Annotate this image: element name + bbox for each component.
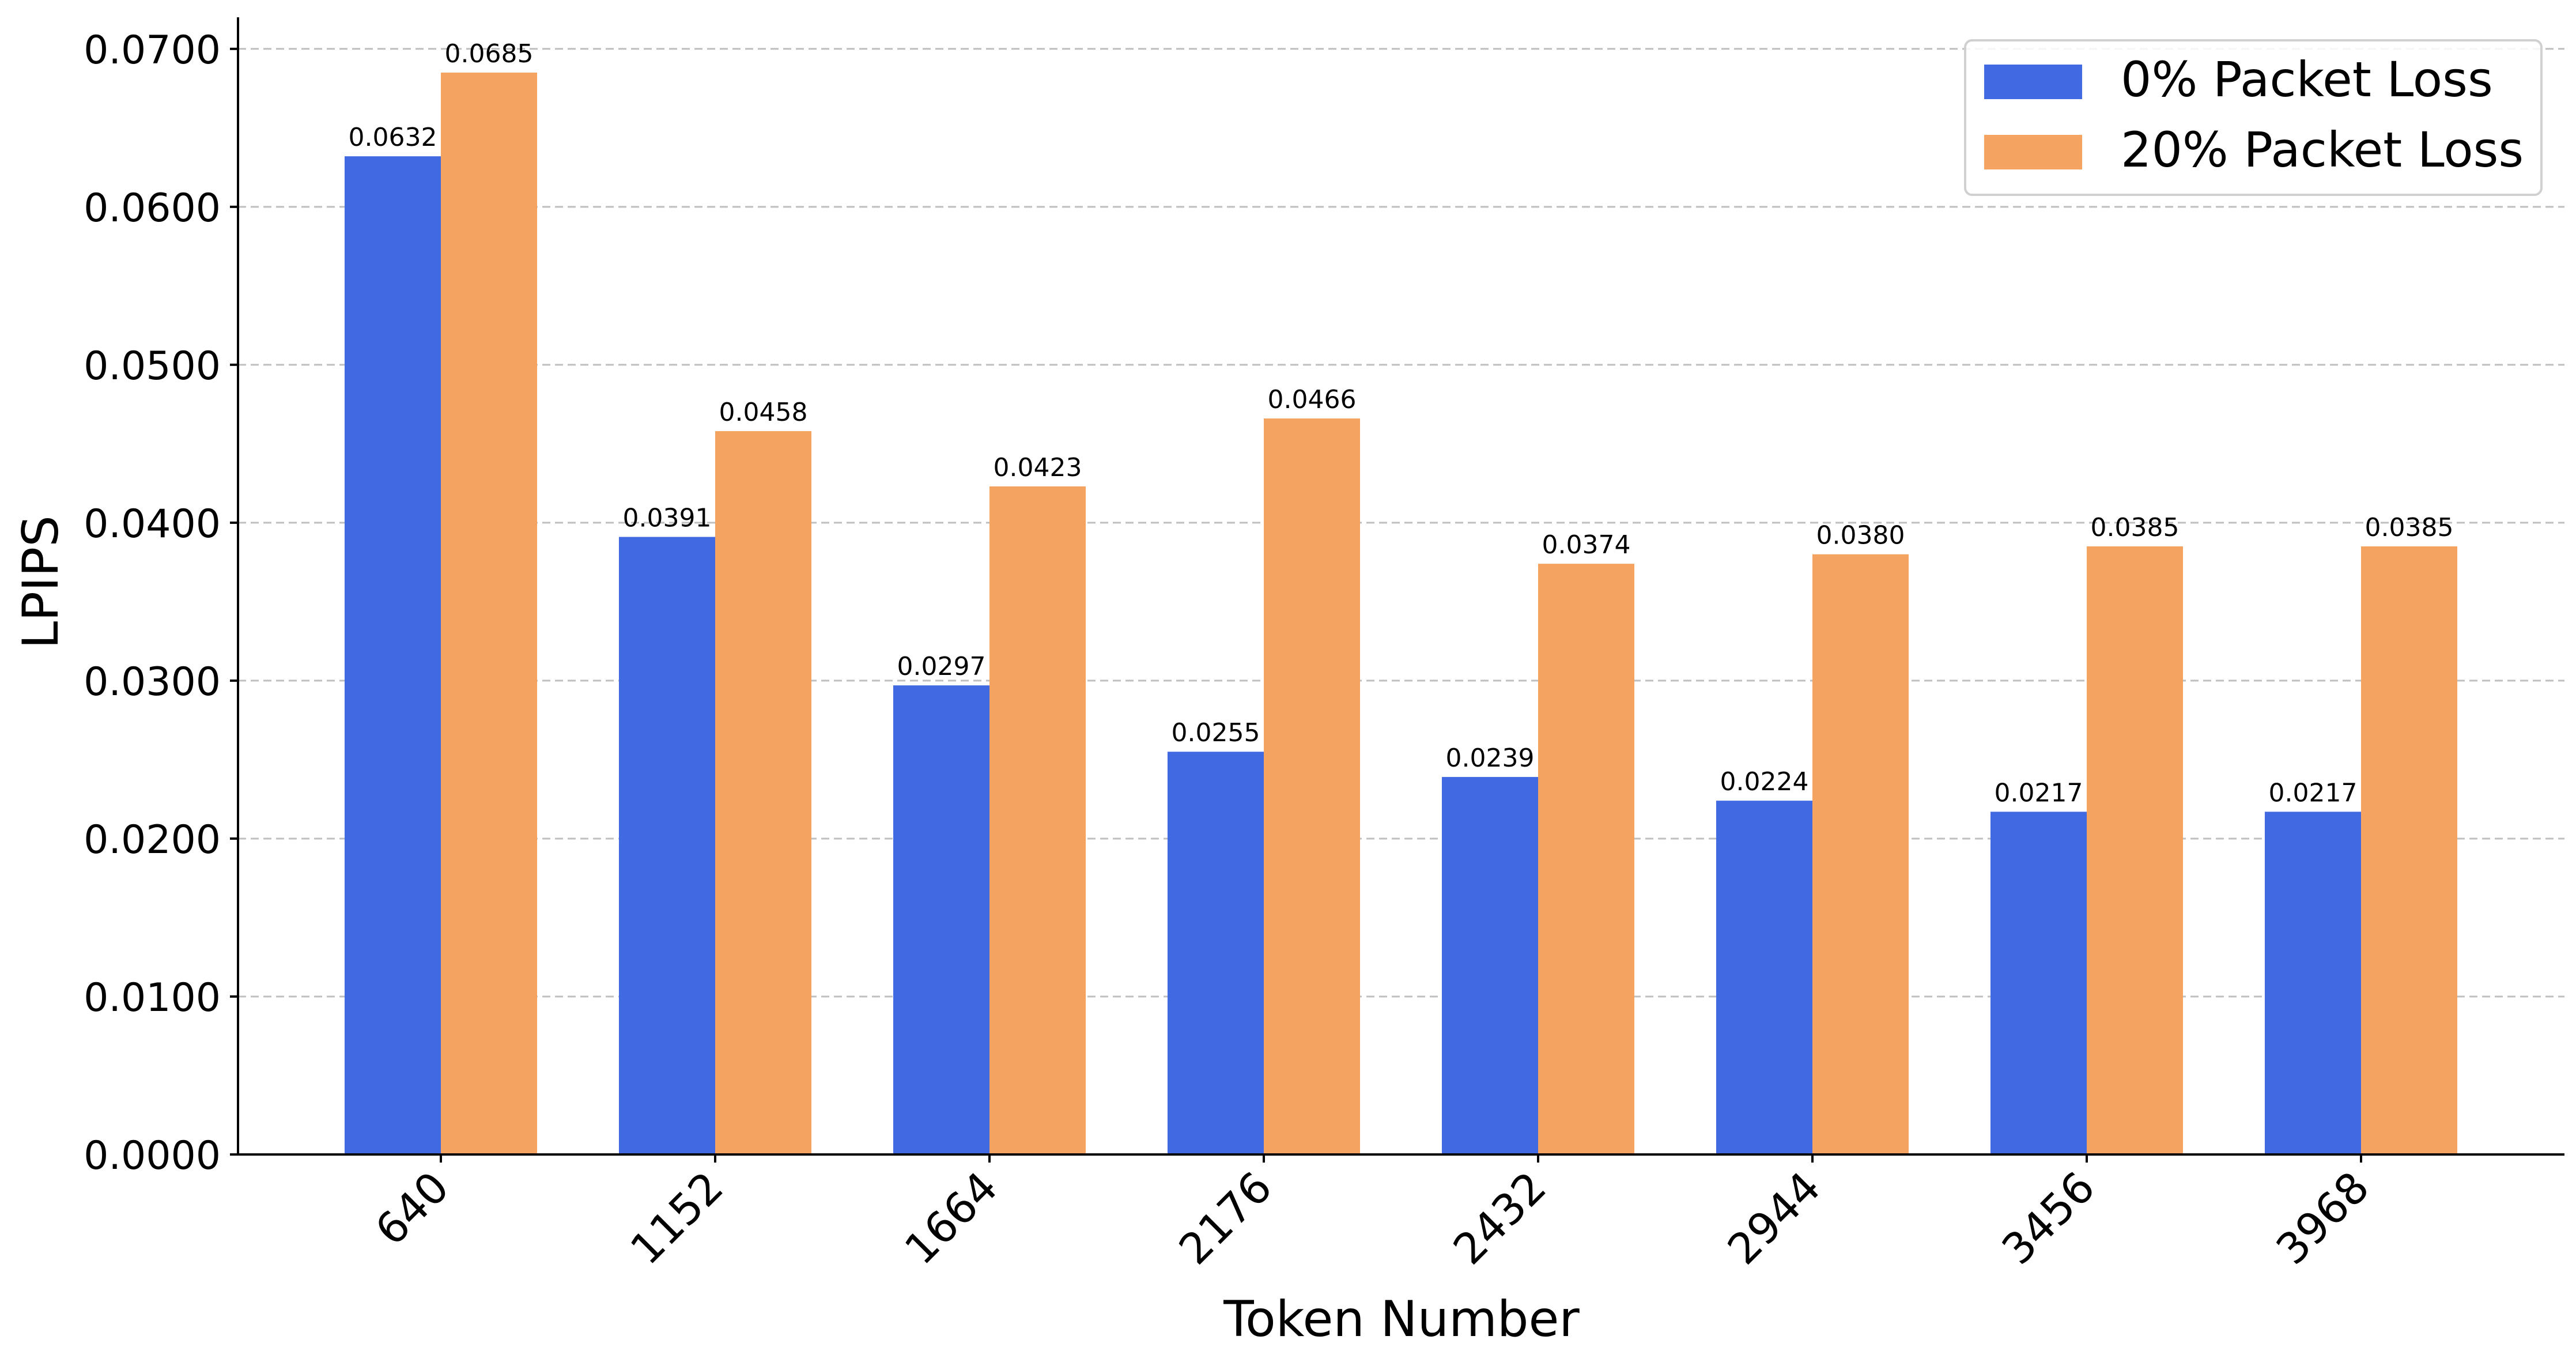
x-tick-label: 2944	[1718, 1163, 1830, 1274]
value-labels: 0.0632 0.0391 0.0297 0.0255 0.0239 0.0224 0.02…	[349, 39, 2454, 807]
x-tick-label: 3968	[2267, 1163, 2379, 1274]
y-tick-label: 0.0700	[84, 28, 221, 73]
bar	[1264, 418, 1360, 1155]
bar-value-label: 0.0374	[1542, 530, 1631, 560]
x-tick-label: 3456	[1993, 1163, 2105, 1274]
bar-value-label: 0.0380	[1816, 521, 1905, 550]
legend-label-0-percent: 0% Packet Loss	[2121, 51, 2493, 108]
x-tick-label: 640	[366, 1163, 459, 1255]
y-tick-label: 0.0300	[84, 659, 221, 705]
bar	[2361, 546, 2457, 1154]
y-axis-title: LPIPS	[12, 515, 70, 649]
bar	[345, 156, 441, 1155]
bar	[1538, 564, 1634, 1154]
bar-value-label: 0.0466	[1268, 385, 1357, 414]
x-tick-label: 1152	[621, 1163, 733, 1274]
bar-value-label: 0.0255	[1172, 718, 1260, 748]
bar	[893, 685, 989, 1154]
bar-value-label: 0.0685	[445, 39, 534, 69]
legend-swatch-20-percent	[1984, 135, 2082, 169]
y-tick-label: 0.0200	[84, 817, 221, 863]
bar-value-label: 0.0385	[2091, 513, 2180, 542]
bar	[1168, 752, 1264, 1154]
y-tick-label: 0.0100	[84, 975, 221, 1021]
bar	[1812, 554, 1909, 1154]
bar	[715, 431, 811, 1154]
bar-value-label: 0.0239	[1446, 744, 1535, 773]
bar	[2087, 546, 2183, 1154]
x-tick-label: 2176	[1170, 1163, 1282, 1274]
y-tick-label: 0.0500	[84, 344, 221, 389]
bar	[989, 486, 1086, 1154]
legend: 0% Packet Loss 20% Packet Loss	[1964, 39, 2543, 196]
y-tick-label: 0.0000	[84, 1133, 221, 1179]
bar	[1442, 777, 1538, 1154]
x-tick-label: 2432	[1444, 1163, 1556, 1274]
y-tick-label: 0.0600	[84, 186, 221, 231]
bars	[345, 72, 2457, 1155]
bar	[2265, 812, 2361, 1154]
bar	[619, 537, 715, 1154]
bar	[1990, 812, 2087, 1154]
legend-swatch-0-percent	[1984, 65, 2082, 99]
legend-label-20-percent: 20% Packet Loss	[2121, 122, 2524, 178]
bar-value-label: 0.0224	[1720, 767, 1809, 797]
bar-value-label: 0.0458	[719, 398, 808, 427]
bar-value-label: 0.0423	[994, 453, 1082, 482]
bar-value-label: 0.0297	[897, 652, 986, 681]
y-tick-label: 0.0400	[84, 501, 221, 547]
bar	[441, 72, 537, 1155]
bar-value-label: 0.0217	[1995, 778, 2083, 807]
bar-value-label: 0.0391	[623, 504, 712, 533]
bar	[1716, 801, 1812, 1154]
bar-value-label: 0.0632	[349, 123, 437, 152]
bar-value-label: 0.0217	[2269, 778, 2358, 807]
x-axis-title: Token Number	[1223, 1290, 1580, 1348]
x-tick-label: 1664	[896, 1163, 1007, 1274]
bar-value-label: 0.0385	[2365, 513, 2454, 542]
legend-frame	[1964, 39, 2543, 196]
